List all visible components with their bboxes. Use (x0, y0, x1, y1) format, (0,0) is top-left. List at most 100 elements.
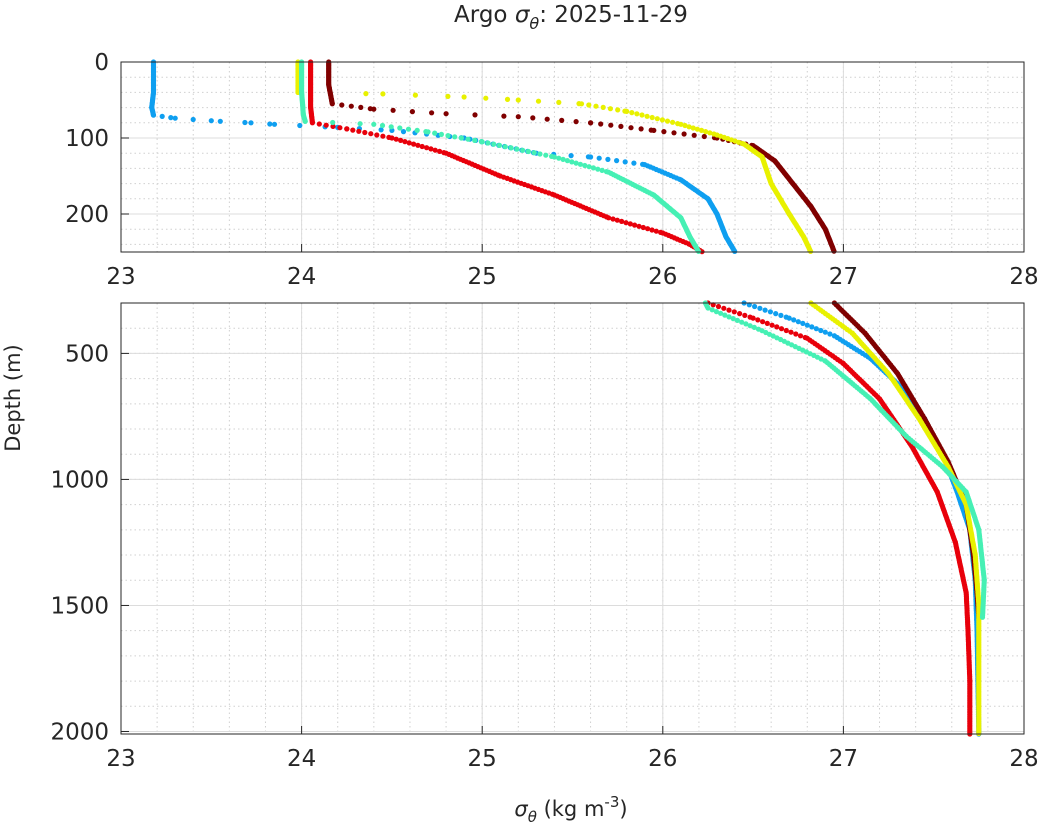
profile-darkred-point (544, 116, 550, 122)
profile-red-point (356, 128, 362, 134)
profile-red-point (432, 147, 438, 153)
profile-yellow-point (654, 116, 660, 122)
upper-axes-box (120, 61, 1025, 253)
profile-red-point (614, 217, 620, 223)
profile-blue-point (172, 115, 178, 121)
profile-red-point (406, 140, 412, 146)
profile-red-point (398, 137, 404, 143)
profile-red-point (755, 317, 761, 323)
profile-darkred-point (329, 101, 335, 107)
profile-aquamarine-point (438, 131, 444, 137)
profile-blue-point (631, 160, 637, 166)
profile-yellow-point (445, 93, 451, 99)
profile-aquamarine-point (734, 317, 741, 323)
profile-blue-point (762, 307, 768, 313)
xlabel-subscript: θ (528, 808, 537, 826)
profile-red-point (653, 228, 659, 234)
profile-darkred-point (371, 106, 377, 112)
profile-aquamarine-point (564, 158, 571, 164)
profile-red-point (788, 329, 794, 335)
profile-darkred-point (573, 119, 579, 125)
x-tick-label: 25 (468, 264, 497, 290)
profile-darkred-point (530, 115, 536, 121)
profile-red-point (640, 224, 646, 231)
y-tick-label: 500 (65, 341, 109, 367)
profile-aquamarine-point (302, 118, 308, 124)
profile-aquamarine-point (582, 162, 588, 169)
profile-darkred-point (348, 103, 354, 109)
profile-blue-point (400, 129, 407, 135)
profile-red-point (797, 333, 804, 339)
profile-red-point (632, 222, 638, 228)
profile-yellow-point (698, 127, 705, 133)
profile-aquamarine-point (543, 152, 549, 158)
profile-blue-point (605, 156, 611, 162)
profile-blue-point (773, 311, 779, 317)
profile-red-point (411, 141, 417, 147)
profile-darkred-point (501, 113, 507, 119)
profile-yellow-point (380, 91, 386, 97)
profile-blue-point (786, 315, 792, 321)
profile-blue-point (242, 119, 248, 126)
profile-red-point (742, 312, 748, 318)
x-tick-label: 23 (106, 264, 135, 290)
profile-red-point (623, 220, 629, 226)
profile-aquamarine-point (751, 324, 757, 330)
lower-data-points (702, 300, 987, 737)
profile-yellow-point (707, 130, 713, 136)
profile-blue-point (818, 327, 824, 334)
profile-darkred-point (598, 121, 604, 127)
profile-blue-point (813, 326, 819, 332)
profile-yellow-point (535, 98, 542, 104)
profile-yellow-point (644, 113, 650, 119)
profile-red-point (721, 305, 727, 311)
profile-darkred-point (701, 133, 707, 140)
profile-yellow-point (483, 95, 489, 101)
x-tick-label: 27 (829, 264, 858, 290)
x-tick-label: 26 (648, 746, 677, 772)
profile-darkred-point (618, 123, 624, 129)
profile-red-point (769, 322, 775, 328)
lower-y-tick-labels: 500 1000 1500 2000 (50, 341, 129, 745)
profile-darkred-point (671, 130, 677, 136)
profile-yellow-point (686, 124, 692, 130)
profile-red-point (649, 227, 655, 233)
y-tick-label: 1500 (50, 593, 109, 619)
x-tick-label: 24 (287, 264, 316, 290)
profile-aquamarine-point (722, 312, 728, 318)
profile-red-point (760, 319, 766, 325)
profile-blue-point (767, 309, 774, 315)
y-tick-label: 2000 (50, 719, 109, 745)
title-subscript: θ (529, 14, 539, 33)
profile-aquamarine-point (573, 160, 579, 166)
y-tick-label: 200 (65, 202, 109, 228)
upper-panel: 23 24 25 26 27 28 0 100 200 (65, 50, 1039, 290)
profile-blue-point (248, 120, 254, 126)
profile-aquamarine-point (405, 126, 412, 132)
profile-red-point (610, 216, 616, 222)
profile-red-point (737, 311, 743, 317)
profile-aquamarine-point (726, 314, 732, 320)
profile-yellow-point (703, 129, 709, 135)
profile-yellow-point (629, 110, 635, 116)
profile-darkred-point (691, 132, 697, 138)
x-tick-label: 23 (106, 746, 135, 772)
profile-blue-point (159, 113, 165, 119)
profile-blue-point (217, 118, 223, 124)
profile-yellow-point (659, 117, 666, 123)
profile-aquamarine-point (739, 319, 745, 325)
profile-yellow-point (808, 248, 814, 254)
profile-blue-point (568, 153, 574, 159)
profile-darkred-point (429, 110, 435, 116)
profile-aquamarine-point (491, 141, 497, 147)
profile-aquamarine-point (520, 147, 526, 153)
profile-blue-point (809, 324, 815, 330)
profile-blue-point (622, 159, 628, 165)
profile-blue-point (800, 320, 806, 326)
profile-yellow-point (461, 94, 467, 100)
profile-red-point (793, 331, 799, 337)
profile-darkred-point (651, 127, 657, 133)
profile-aquamarine-point (397, 125, 403, 131)
profile-darkred-point (608, 122, 614, 128)
profile-aquamarine-point (599, 167, 605, 173)
